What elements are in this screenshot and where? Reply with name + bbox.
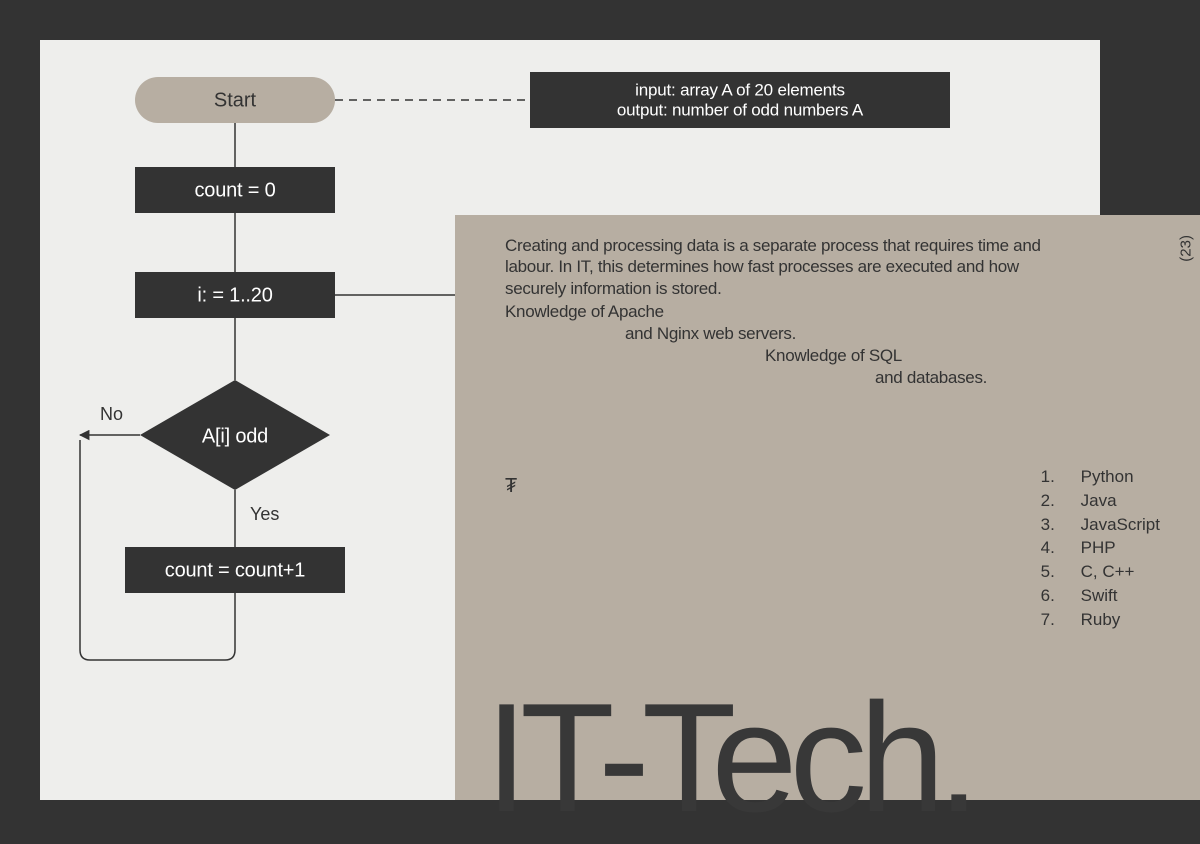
language-list: 1.Python 2.Java 3.JavaScript 4.PHP 5.C, … (1041, 465, 1160, 632)
node-start-label: Start (214, 89, 257, 111)
list-item: 5.C, C++ (1041, 560, 1160, 584)
stair-line-4: and databases. (505, 367, 1065, 389)
node-loop-label: i: = 1..20 (197, 284, 272, 306)
stair-line-2: and Nginx web servers. (505, 323, 1065, 345)
node-incr-label: count = count+1 (165, 559, 306, 581)
list-item: 3.JavaScript (1041, 513, 1160, 537)
list-item: 1.Python (1041, 465, 1160, 489)
stair-line-1: Knowledge of Apache (505, 301, 1065, 323)
edge-yes-label: Yes (250, 504, 279, 524)
edge-no-label: No (100, 404, 123, 424)
info-panel: Creating and processing data is a separa… (455, 215, 1200, 800)
node-info-line2: output: number of odd numbers A (617, 100, 864, 119)
node-decision-label: A[i] odd (202, 425, 268, 447)
headline: IT-Tech. (485, 680, 972, 835)
node-init-label: count = 0 (194, 179, 275, 201)
list-item: 2.Java (1041, 489, 1160, 513)
stair-line-3: Knowledge of SQL (505, 345, 1065, 367)
panel-paragraph: Creating and processing data is a separa… (505, 235, 1065, 299)
list-item: 4.PHP (1041, 536, 1160, 560)
list-item: 6.Swift (1041, 584, 1160, 608)
page-number: (23) (1178, 235, 1195, 262)
node-info-line1: input: array A of 20 elements (635, 80, 845, 99)
decorative-symbol: ₮ (505, 475, 517, 498)
panel-staircase: Knowledge of Apache and Nginx web server… (505, 301, 1065, 389)
list-item: 7.Ruby (1041, 608, 1160, 632)
